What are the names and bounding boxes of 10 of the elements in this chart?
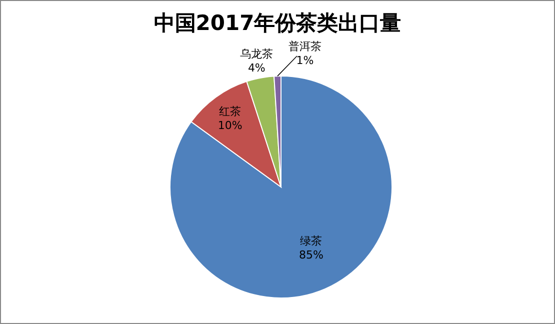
data-label: 85% (299, 248, 324, 262)
data-label: 4% (248, 61, 266, 74)
data-label: 10% (218, 118, 242, 132)
data-label: 1% (296, 54, 314, 67)
slice-label: 红茶 (219, 104, 242, 118)
slice-label: 绿茶 (300, 234, 322, 248)
slice-label: 乌龙茶 (240, 47, 274, 60)
chart-title: 中国2017年份茶类出口量 (152, 10, 402, 37)
slice-label: 普洱茶 (288, 40, 322, 53)
pie-slice (170, 76, 392, 298)
